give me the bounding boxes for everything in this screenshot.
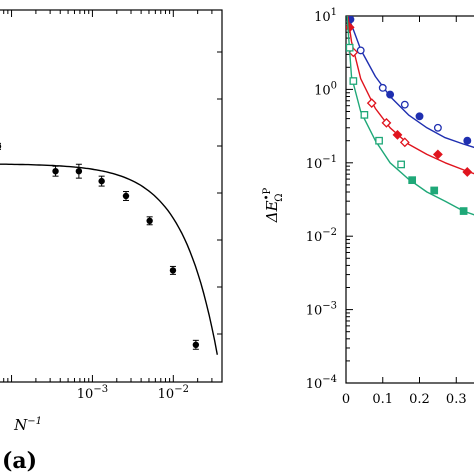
left-x-axis-title: N−1 xyxy=(13,416,42,434)
left-data-point xyxy=(122,192,130,200)
left-data-point xyxy=(52,168,59,175)
series-0-open-marker xyxy=(433,123,442,132)
series-2-open-marker xyxy=(375,136,383,145)
right-panel-plot: 101 100 10−1 10−2 10−3 10−4 0 0.1 0.2 0.3 ΔE•PΩ xyxy=(262,7,474,407)
right-x-tick-label: 0.2 xyxy=(409,392,430,407)
right-axes-frame xyxy=(345,15,474,384)
series-1-filled-marker xyxy=(346,22,355,33)
left-data-point xyxy=(98,177,105,185)
left-data-point xyxy=(169,267,177,274)
series-1-filled-marker xyxy=(392,129,403,140)
series-2-filled-marker xyxy=(408,176,417,185)
right-y-tick-label: 10−2 xyxy=(306,227,337,245)
left-fit-curve xyxy=(0,163,218,355)
left-x-tick-label: 10−3 xyxy=(77,384,108,402)
series-1-open-marker xyxy=(381,117,392,128)
right-x-tick-label: 0.3 xyxy=(446,392,467,407)
series-0-curve xyxy=(347,16,474,149)
right-y-axis-title: ΔE•PΩ xyxy=(262,188,285,224)
series-1-filled-marker xyxy=(462,167,473,177)
series-0-filled-marker xyxy=(386,90,395,99)
right-y-tick-label: 10−1 xyxy=(306,154,337,172)
right-x-tick-label: 0.1 xyxy=(372,392,393,407)
left-data-point xyxy=(146,217,153,224)
left-panel-plot: 10−3 10−2 N−1 xyxy=(0,9,223,434)
series-1-open-marker xyxy=(399,137,410,148)
series-2-open-marker xyxy=(397,160,405,169)
series-0-open-marker xyxy=(356,46,365,55)
right-y-tick-label: 10−4 xyxy=(306,374,337,392)
series-2-filled-marker xyxy=(459,207,468,215)
panel-label: (a) xyxy=(2,448,37,474)
series-1-filled-marker xyxy=(432,149,443,160)
series-2-open-marker xyxy=(360,111,369,119)
right-x-tick-label: 0 xyxy=(342,392,350,407)
series-0-open-marker xyxy=(378,83,387,92)
series-2-curve xyxy=(346,16,474,216)
right-y-tick-label: 10−3 xyxy=(306,301,337,319)
series-0-filled-marker xyxy=(415,112,424,121)
left-x-tick-label: 10−2 xyxy=(158,384,189,402)
right-y-tick-label: 100 xyxy=(314,80,337,98)
left-data-point xyxy=(192,341,200,348)
series-2-open-marker xyxy=(346,43,354,52)
right-plot-area xyxy=(346,16,474,216)
series-1-open-marker xyxy=(366,98,377,109)
left-data-point xyxy=(0,143,2,149)
series-2-open-marker xyxy=(349,77,358,85)
series-2-filled-marker xyxy=(430,186,439,195)
series-1-curve xyxy=(347,16,474,175)
right-y-tick-label: 101 xyxy=(314,7,337,25)
left-axes-frame xyxy=(0,9,223,383)
left-data-point xyxy=(75,168,83,175)
series-0-open-marker xyxy=(400,100,409,109)
series-0-filled-marker xyxy=(463,136,472,145)
